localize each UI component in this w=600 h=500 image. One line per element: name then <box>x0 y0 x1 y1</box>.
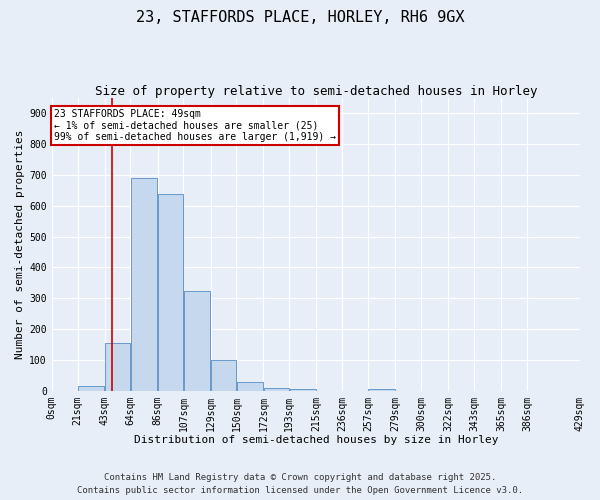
Bar <box>368 389 395 390</box>
Text: 23, STAFFORDS PLACE, HORLEY, RH6 9GX: 23, STAFFORDS PLACE, HORLEY, RH6 9GX <box>136 10 464 25</box>
Bar <box>158 194 183 390</box>
Bar <box>131 178 157 390</box>
Bar <box>78 386 104 390</box>
Text: Contains public sector information licensed under the Open Government Licence v3: Contains public sector information licen… <box>77 486 523 495</box>
Text: 23 STAFFORDS PLACE: 49sqm
← 1% of semi-detached houses are smaller (25)
99% of s: 23 STAFFORDS PLACE: 49sqm ← 1% of semi-d… <box>54 109 336 142</box>
Text: Contains HM Land Registry data © Crown copyright and database right 2025.: Contains HM Land Registry data © Crown c… <box>104 474 496 482</box>
Bar <box>236 382 263 390</box>
Bar <box>264 388 289 390</box>
Y-axis label: Number of semi-detached properties: Number of semi-detached properties <box>15 130 25 359</box>
Bar <box>105 343 130 390</box>
Title: Size of property relative to semi-detached houses in Horley: Size of property relative to semi-detach… <box>95 85 537 98</box>
Bar <box>290 389 316 390</box>
Bar <box>184 290 210 390</box>
Bar <box>211 360 236 390</box>
X-axis label: Distribution of semi-detached houses by size in Horley: Distribution of semi-detached houses by … <box>134 435 498 445</box>
